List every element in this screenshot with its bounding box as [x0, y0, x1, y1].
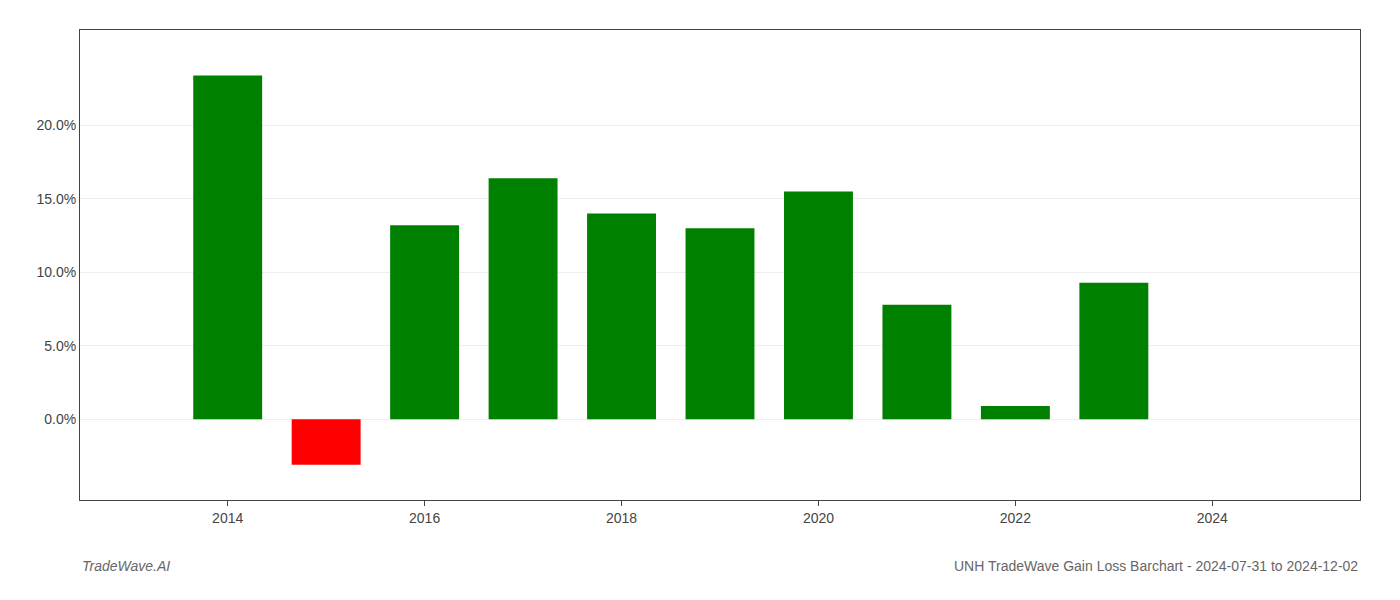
- svg-text:2016: 2016: [409, 510, 440, 526]
- svg-text:15.0%: 15.0%: [36, 191, 76, 207]
- svg-text:10.0%: 10.0%: [36, 264, 76, 280]
- svg-text:2024: 2024: [1197, 510, 1228, 526]
- svg-text:TradeWave.AI: TradeWave.AI: [82, 558, 170, 574]
- svg-text:2014: 2014: [212, 510, 243, 526]
- svg-text:2020: 2020: [803, 510, 834, 526]
- svg-text:UNH TradeWave Gain Loss Barcha: UNH TradeWave Gain Loss Barchart - 2024-…: [954, 558, 1358, 574]
- svg-text:2018: 2018: [606, 510, 637, 526]
- svg-text:20.0%: 20.0%: [36, 117, 76, 133]
- svg-text:5.0%: 5.0%: [44, 338, 76, 354]
- svg-text:2022: 2022: [1000, 510, 1031, 526]
- svg-text:0.0%: 0.0%: [44, 411, 76, 427]
